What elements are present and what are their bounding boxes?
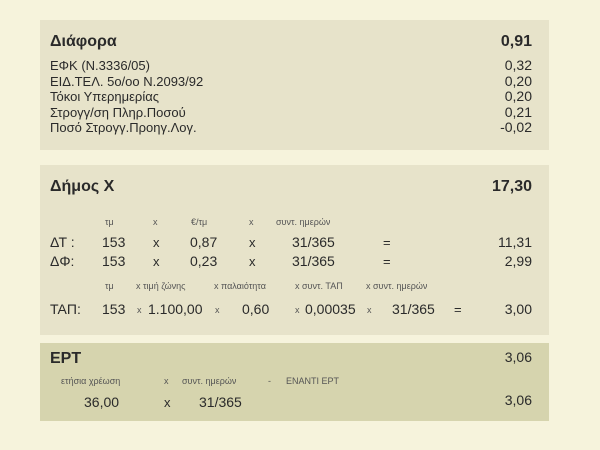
col-tm: τμ (105, 217, 114, 227)
diafora-item-label: Τόκοι Υπερημερίας (50, 89, 159, 104)
col-dash: - (268, 376, 271, 386)
diafora-item-value: 0,32 (504, 57, 532, 73)
tap-x: x (295, 305, 300, 315)
col-days: συντ. ημερών (182, 376, 237, 386)
tap-age: 0,60 (242, 301, 270, 317)
diafora-item-label: Στρογγ/ση Πληρ.Ποσού (50, 104, 186, 120)
col-days: συντ. ημερών (276, 217, 331, 227)
df-eq: = (383, 254, 391, 269)
diafora-item-label: Ποσό Στρογγ.Προηγ.Λογ. (50, 120, 197, 135)
col-annual: ετήσια χρέωση (61, 376, 121, 386)
ert-x: x (164, 395, 171, 410)
tap-tm: 153 (102, 301, 126, 317)
ert-annual: 36,00 (84, 394, 120, 410)
df-x: x (249, 254, 256, 269)
ert-days: 31/365 (199, 394, 242, 410)
diafora-total: 0,91 (500, 33, 532, 50)
tap-eq: = (454, 302, 462, 317)
diafora-item-value: 0,21 (504, 103, 532, 120)
diafora-item-value: 0,20 (504, 88, 532, 104)
dimos-title: Δήμος Χ (50, 178, 115, 195)
df-rate: 0,23 (190, 253, 218, 269)
diafora-panel: Διάφορα 0,91 ΕΦΚ (Ν.3336/05) 0,32 ΕΙΔ.ΤΕΛ… (40, 20, 549, 150)
df-label: ΔΦ: (50, 253, 75, 269)
ert-panel: ΕΡΤ 3,06 ετήσια χρέωση x συντ. ημερών - … (40, 343, 549, 421)
diafora-item-label: ΕΙΔ.ΤΕΛ. 5ο/οο Ν.2093/92 (50, 73, 204, 89)
tap-x: x (367, 305, 372, 315)
tap-coef: 0,00035 (305, 301, 356, 317)
df-days: 31/365 (292, 253, 335, 269)
col-tm: τμ (105, 281, 114, 291)
df-x: x (153, 254, 160, 269)
ert-total: 3,06 (504, 349, 532, 365)
ert-title: ΕΡΤ (50, 350, 82, 367)
dt-eq: = (383, 235, 391, 250)
dt-x: x (153, 235, 160, 250)
tap-label: ΤΑΠ: (50, 301, 81, 317)
ert-value: 3,06 (504, 392, 532, 408)
col-coef: x συντ. ΤΑΠ (295, 281, 343, 291)
col-zone: x τιμή ζώνης (136, 281, 186, 291)
col-x: x (164, 376, 169, 386)
dimos-total: 17,30 (491, 178, 532, 195)
dt-value: 11,31 (498, 234, 532, 250)
diafora-item-label: ΕΦΚ (Ν.3336/05) (50, 58, 150, 73)
col-age: x παλαιότητα (214, 281, 266, 291)
dt-days: 31/365 (292, 234, 335, 250)
tap-zone: 1.100,00 (148, 301, 203, 317)
col-against: ΕΝΑΝΤΙ ΕΡΤ (286, 376, 340, 386)
dt-tm: 153 (102, 234, 126, 250)
col-rate: €/τμ (191, 217, 208, 227)
df-tm: 153 (102, 253, 126, 269)
col-days: x συντ. ημερών (366, 281, 428, 291)
dt-label: ΔΤ : (50, 234, 75, 250)
diafora-item-value: -0,02 (500, 119, 532, 135)
tap-days: 31/365 (392, 301, 435, 317)
diafora-title: Διάφορα (50, 33, 117, 50)
df-value: 2,99 (504, 253, 532, 269)
col-x: x (153, 217, 158, 227)
dt-rate: 0,87 (190, 234, 218, 250)
dimos-panel: Δήμος Χ 17,30 τμ x €/τμ x συντ. ημερών Δ… (40, 165, 549, 335)
tap-value: 3,00 (504, 301, 532, 317)
tap-x: x (215, 305, 220, 315)
tap-x: x (137, 305, 142, 315)
col-x: x (249, 217, 254, 227)
diafora-item-value: 0,20 (504, 72, 532, 89)
dt-x: x (249, 235, 256, 250)
